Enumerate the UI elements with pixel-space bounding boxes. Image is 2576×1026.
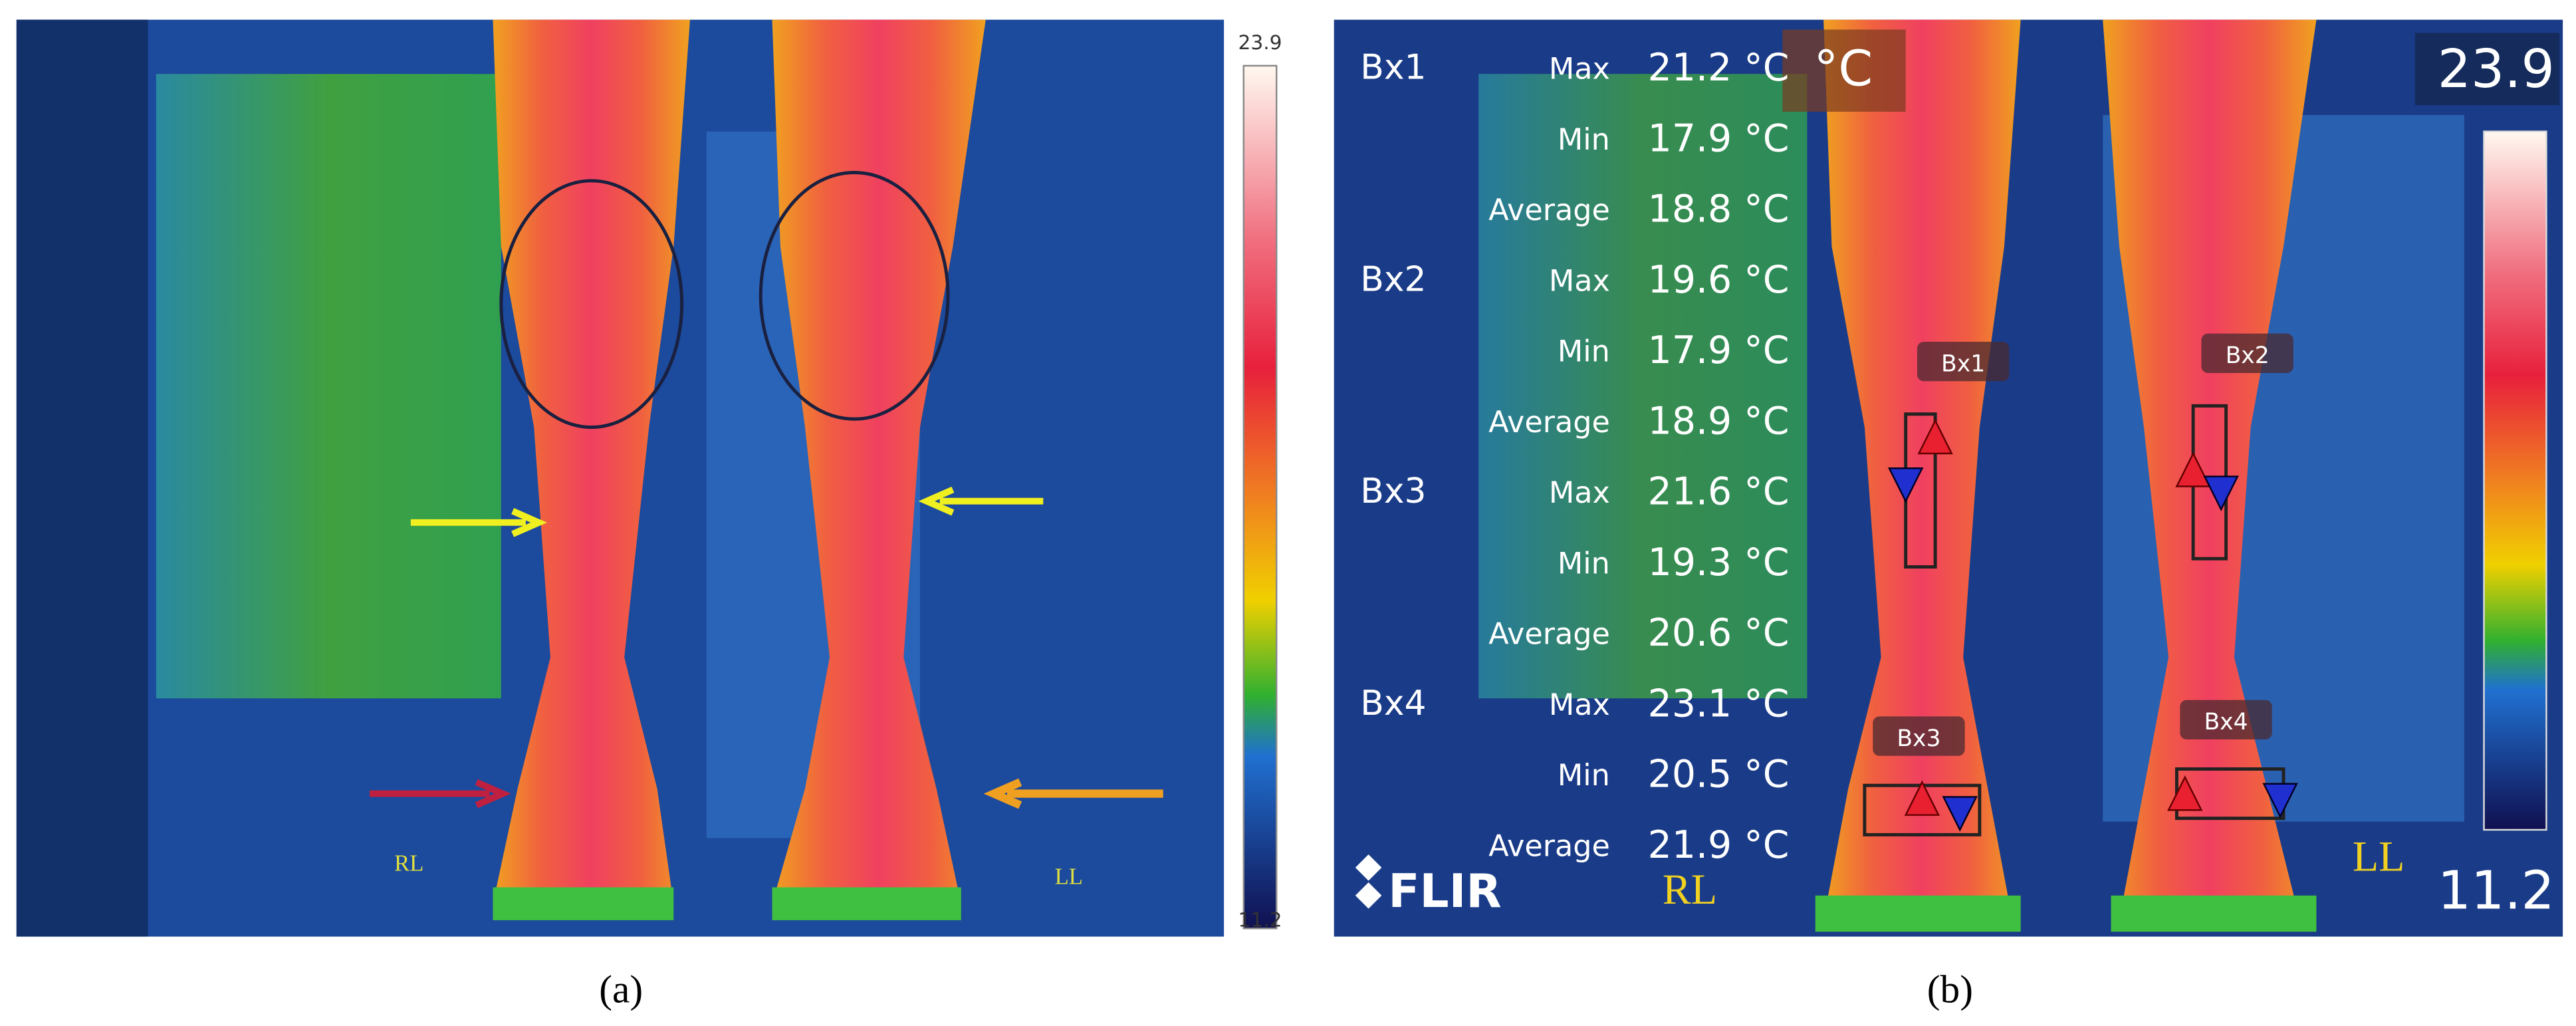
box-label: Bx3	[1897, 725, 1940, 752]
arrow	[410, 508, 547, 537]
color-scale	[1242, 64, 1278, 930]
hoof	[1815, 895, 2021, 932]
stat-value: 20.6 °C	[1648, 611, 1790, 655]
stat-name: Max	[1549, 476, 1610, 510]
logo-icon	[1355, 854, 1382, 909]
scale-min: 11.2	[2438, 860, 2555, 922]
scale-max: 23.9	[2438, 39, 2555, 100]
hoof	[2111, 895, 2317, 932]
scale-min: 11.2	[1238, 908, 1282, 932]
leg-label: RL	[1663, 866, 1717, 913]
stat-value: 20.5 °C	[1648, 753, 1790, 797]
stat-name: Max	[1549, 688, 1610, 722]
leg	[772, 19, 986, 904]
box-name: Bx1	[1360, 48, 1426, 88]
stat-value: 19.3 °C	[1648, 541, 1790, 584]
caption: (a)	[599, 967, 643, 1011]
stat-value: 18.8 °C	[1648, 188, 1790, 231]
box-name: Bx4	[1360, 684, 1426, 723]
stat-name: Average	[1488, 406, 1610, 440]
leg	[493, 19, 690, 904]
background	[1478, 74, 1808, 699]
stat-value: 21.2 °C	[1648, 46, 1790, 90]
stat-value: 18.9 °C	[1648, 399, 1790, 443]
box-label-bg	[1917, 342, 2010, 382]
stat-name: Min	[1558, 123, 1610, 157]
caption: (b)	[1927, 967, 1973, 1011]
stat-value: 21.6 °C	[1648, 470, 1790, 514]
box-label-bg	[1873, 716, 1965, 756]
max-marker	[1904, 418, 2211, 816]
box-label-bg	[2201, 333, 2293, 373]
stat-name: Min	[1558, 335, 1610, 369]
background	[156, 74, 501, 699]
box-label-bg	[2180, 700, 2272, 740]
box-name: Bx2	[1360, 259, 1426, 299]
arrow	[918, 486, 1044, 516]
stat-name: Average	[1488, 193, 1610, 227]
box-label: Bx2	[2226, 342, 2270, 369]
stat-name: Average	[1488, 829, 1610, 863]
hoof	[772, 887, 961, 920]
stat-value: 17.9 °C	[1648, 116, 1790, 160]
min-marker	[1887, 467, 2298, 832]
stat-value: 21.9 °C	[1648, 823, 1790, 867]
stat-name: Min	[1558, 759, 1610, 793]
stat-value: 17.9 °C	[1648, 328, 1790, 372]
arrow	[370, 779, 511, 809]
stat-value: 19.6 °C	[1648, 258, 1790, 302]
leg	[2103, 19, 2317, 920]
ellipse	[759, 171, 950, 421]
stat-name: Max	[1549, 53, 1610, 86]
box-name: Bx3	[1360, 471, 1426, 511]
stat-name: Min	[1558, 547, 1610, 580]
background	[16, 19, 148, 937]
stat-name: Max	[1549, 264, 1610, 298]
panel-b: °C 23.9 11.2 LL RL FLIR (b) Bx1 Max 21.2 °…	[1334, 19, 2563, 1011]
ellipse	[499, 179, 684, 429]
arrow	[983, 778, 1163, 809]
box-label: Bx4	[2204, 709, 2248, 735]
leg-label: LL	[2353, 833, 2405, 880]
stat-name: Average	[1488, 618, 1610, 652]
unit: °C	[1814, 41, 1873, 98]
hoof	[493, 887, 674, 920]
box-label: Bx1	[1941, 350, 1985, 377]
leg-label: LL	[1055, 864, 1083, 889]
leg-label: RL	[394, 851, 423, 876]
scale-box	[2414, 33, 2560, 106]
unit-box	[1782, 29, 1906, 112]
stat-value: 23.1 °C	[1648, 682, 1790, 725]
scale-max: 23.9	[1238, 31, 1282, 54]
color-scale	[2483, 130, 2547, 831]
logo: FLIR	[1388, 865, 1501, 918]
panel-a: 23.9 11.2 RL LL (a)	[16, 19, 1282, 1011]
